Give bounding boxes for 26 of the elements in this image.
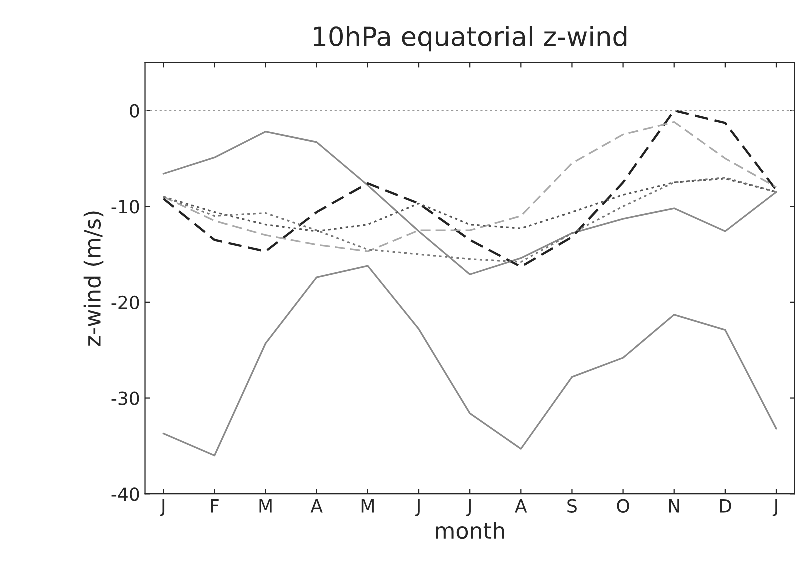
chart-title: 10hPa equatorial z-wind bbox=[314, 26, 627, 52]
y-tick-label: -30 bbox=[112, 392, 140, 406]
x-tick-label: J bbox=[415, 500, 420, 516]
line-series bbox=[162, 110, 778, 268]
x-tick-label: J bbox=[466, 500, 471, 516]
y-axis-title: z-wind (m/s) bbox=[84, 212, 104, 346]
line-series bbox=[162, 121, 778, 252]
x-tick-label: A bbox=[515, 500, 528, 513]
x-tick-label: N bbox=[669, 500, 680, 513]
x-tick-label: F bbox=[211, 500, 219, 513]
y-tick-label: 0 bbox=[130, 104, 140, 118]
x-tick-label: J bbox=[772, 500, 778, 516]
x-tick-label: J bbox=[160, 500, 165, 516]
y-tick-label: -10 bbox=[112, 200, 140, 214]
x-tick-label: M bbox=[260, 500, 272, 513]
line-series bbox=[162, 131, 778, 276]
line-series bbox=[162, 177, 778, 264]
x-axis-title: month bbox=[436, 522, 504, 540]
x-tick-label: D bbox=[720, 500, 732, 513]
x-tick-label: M bbox=[362, 500, 374, 513]
line-series bbox=[162, 265, 778, 457]
x-tick-label: S bbox=[568, 499, 577, 513]
x-tick-label: O bbox=[617, 499, 630, 513]
y-tick-label: -40 bbox=[112, 488, 140, 502]
x-tick-label: A bbox=[310, 500, 323, 513]
y-tick-label: -20 bbox=[112, 296, 140, 310]
